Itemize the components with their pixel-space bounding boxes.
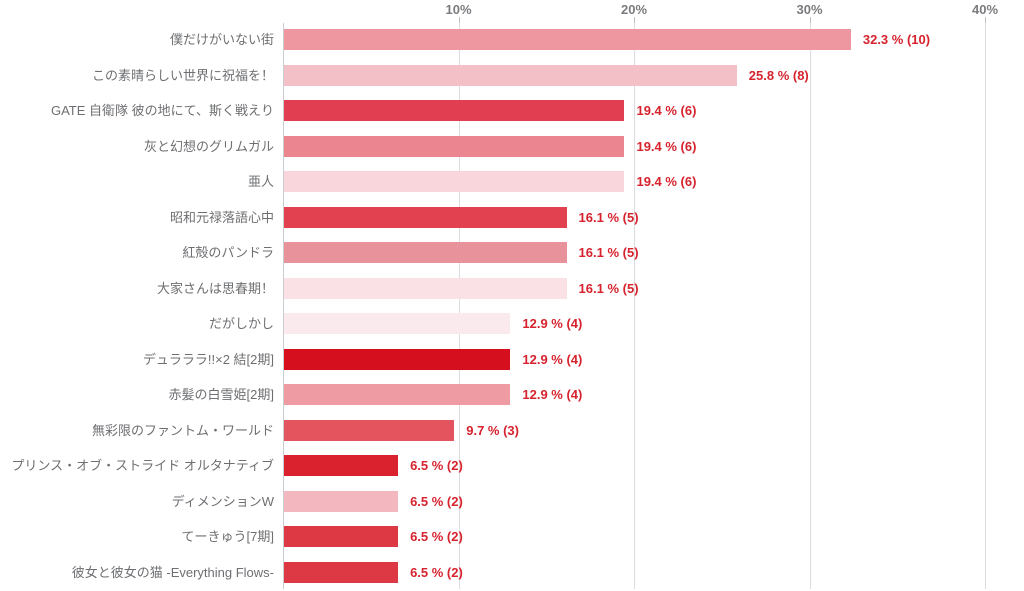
gridline bbox=[985, 23, 986, 589]
bar bbox=[284, 561, 399, 583]
axis-tick-mark bbox=[634, 17, 635, 23]
chart-row: 紅殻のパンドラ 16.1 % (5) bbox=[0, 235, 1024, 271]
value-label: 19.4 % (6) bbox=[636, 138, 697, 154]
axis-tick-label: 20% bbox=[620, 2, 648, 17]
bar bbox=[284, 277, 567, 299]
bar bbox=[284, 171, 625, 192]
category-label: 無彩限のファントム・ワールド bbox=[91, 422, 274, 438]
value-label: 16.1 % (5) bbox=[578, 280, 639, 296]
bar bbox=[284, 419, 455, 441]
chart-row: 彼女と彼女の猫 -Everything Flows- 6.5 % (2) bbox=[0, 555, 1024, 591]
bar-track: 19.4 % (6) bbox=[283, 129, 1024, 165]
category-label: ディメンションW bbox=[171, 493, 274, 509]
bar-track: 12.9 % (4) bbox=[283, 306, 1024, 342]
bar-track: 19.4 % (6) bbox=[283, 164, 1024, 200]
category-label: 昭和元禄落語心中 bbox=[169, 209, 274, 225]
bar-track: 25.8 % (8) bbox=[283, 58, 1024, 94]
chart-row: 亜人 19.4 % (6) bbox=[0, 164, 1024, 200]
category-label: 大家さんは思春期！ bbox=[156, 280, 274, 296]
gridline bbox=[634, 23, 635, 589]
axis-tick-mark bbox=[458, 17, 460, 23]
value-label: 12.9 % (4) bbox=[522, 351, 583, 367]
bar bbox=[284, 29, 851, 50]
category-label: GATE 自衛隊 彼の地にて、斯く戦えり bbox=[50, 103, 274, 118]
category-label: 赤髪の白雪姫[2期] bbox=[168, 387, 274, 402]
value-label: 6.5 % (2) bbox=[410, 529, 463, 544]
bar-track: 6.5 % (2) bbox=[283, 519, 1024, 555]
category-label: 紅殻のパンドラ bbox=[182, 245, 274, 260]
chart-row: 昭和元禄落語心中 16.1 % (5) bbox=[0, 200, 1024, 236]
bar-track: 16.1 % (5) bbox=[283, 235, 1024, 271]
value-label: 19.4 % (6) bbox=[636, 103, 697, 118]
axis-tick-label: 30% bbox=[796, 2, 823, 17]
bar-track: 6.5 % (2) bbox=[283, 555, 1024, 591]
gridline bbox=[458, 23, 460, 589]
bar bbox=[284, 135, 625, 157]
y-axis-line bbox=[283, 23, 284, 589]
value-label: 25.8 % (8) bbox=[748, 67, 809, 83]
chart-row: GATE 自衛隊 彼の地にて、斯く戦えり 19.4 % (6) bbox=[0, 93, 1024, 129]
value-label: 16.1 % (5) bbox=[578, 245, 639, 260]
bar-track: 9.7 % (3) bbox=[283, 413, 1024, 449]
chart-row: デュラララ!!×2 結[2期] 12.9 % (4) bbox=[0, 342, 1024, 378]
category-label: この素晴らしい世界に祝福を！ bbox=[91, 67, 274, 83]
chart-row: だがしかし 12.9 % (4) bbox=[0, 306, 1024, 342]
category-label: 亜人 bbox=[247, 174, 274, 189]
bar bbox=[284, 490, 399, 512]
axis-tick-label: 10% bbox=[445, 2, 472, 17]
bar-track: 6.5 % (2) bbox=[283, 448, 1024, 484]
category-label: デュラララ!!×2 結[2期] bbox=[142, 351, 274, 367]
gridline bbox=[809, 23, 811, 589]
value-label: 9.7 % (3) bbox=[466, 422, 519, 438]
category-label: プリンス・オブ・ストライド オルタナティブ bbox=[11, 458, 274, 473]
value-label: 12.9 % (4) bbox=[522, 387, 583, 402]
chart-row: プリンス・オブ・ストライド オルタナティブ 6.5 % (2) bbox=[0, 448, 1024, 484]
chart-row: 大家さんは思春期！ 16.1 % (5) bbox=[0, 271, 1024, 307]
axis-tick-mark bbox=[985, 17, 986, 23]
bar bbox=[284, 100, 625, 121]
chart-row: 灰と幻想のグリムガル 19.4 % (6) bbox=[0, 129, 1024, 165]
category-label: 灰と幻想のグリムガル bbox=[143, 138, 274, 154]
bar bbox=[284, 206, 567, 228]
value-label: 32.3 % (10) bbox=[862, 32, 931, 47]
value-label: 16.1 % (5) bbox=[578, 209, 639, 225]
bar bbox=[284, 348, 511, 370]
value-label: 6.5 % (2) bbox=[410, 458, 463, 473]
chart-row: この素晴らしい世界に祝福を！ 25.8 % (8) bbox=[0, 58, 1024, 94]
bar-track: 12.9 % (4) bbox=[283, 377, 1024, 413]
bar-track: 12.9 % (4) bbox=[283, 342, 1024, 378]
bar bbox=[284, 242, 567, 263]
chart-row: てーきゅう[7期] 6.5 % (2) bbox=[0, 519, 1024, 555]
bar-track: 32.3 % (10) bbox=[283, 22, 1024, 58]
category-label: だがしかし bbox=[208, 316, 274, 331]
category-label: 彼女と彼女の猫 -Everything Flows- bbox=[71, 564, 274, 580]
axis-tick-label: 40% bbox=[971, 2, 999, 17]
bar bbox=[284, 455, 399, 476]
axis-tick-mark bbox=[809, 17, 811, 23]
x-axis: 10% 20% 30% 40% bbox=[283, 0, 1010, 23]
bar-track: 19.4 % (6) bbox=[283, 93, 1024, 129]
chart-row: ディメンションW 6.5 % (2) bbox=[0, 484, 1024, 520]
bar bbox=[284, 313, 511, 334]
bar-track: 16.1 % (5) bbox=[283, 200, 1024, 236]
chart-row: 僕だけがいない街 32.3 % (10) bbox=[0, 22, 1024, 58]
value-label: 6.5 % (2) bbox=[410, 564, 463, 580]
chart-row: 無彩限のファントム・ワールド 9.7 % (3) bbox=[0, 413, 1024, 449]
bar bbox=[284, 526, 399, 547]
value-label: 12.9 % (4) bbox=[522, 316, 583, 331]
category-label: てーきゅう[7期] bbox=[181, 529, 274, 544]
bar bbox=[284, 384, 511, 405]
category-label: 僕だけがいない街 bbox=[169, 32, 274, 47]
chart-row: 赤髪の白雪姫[2期] 12.9 % (4) bbox=[0, 377, 1024, 413]
value-label: 19.4 % (6) bbox=[636, 174, 697, 189]
value-label: 6.5 % (2) bbox=[410, 493, 463, 509]
bar-track: 16.1 % (5) bbox=[283, 271, 1024, 307]
bar bbox=[284, 64, 737, 86]
chart-rows: 僕だけがいない街 32.3 % (10) この素晴らしい世界に祝福を！ 25.8… bbox=[0, 22, 1024, 590]
bar-track: 6.5 % (2) bbox=[283, 484, 1024, 520]
